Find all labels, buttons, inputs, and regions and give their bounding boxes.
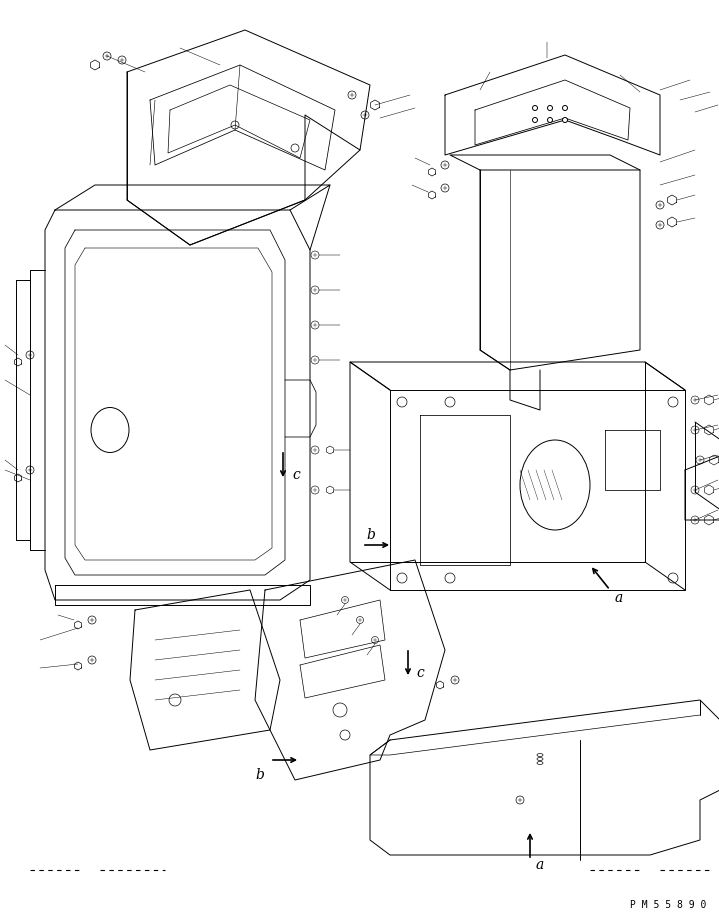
Text: P M 5 5 8 9 0: P M 5 5 8 9 0 <box>630 900 706 910</box>
Circle shape <box>533 117 538 123</box>
Text: c: c <box>416 666 423 680</box>
Text: c: c <box>292 468 300 482</box>
Circle shape <box>562 117 567 123</box>
Text: a: a <box>615 591 623 605</box>
Text: b: b <box>366 528 375 542</box>
Text: b: b <box>255 768 264 782</box>
Circle shape <box>547 105 552 111</box>
Text: a: a <box>536 858 544 872</box>
Circle shape <box>547 117 552 123</box>
Circle shape <box>533 105 538 111</box>
Circle shape <box>562 105 567 111</box>
